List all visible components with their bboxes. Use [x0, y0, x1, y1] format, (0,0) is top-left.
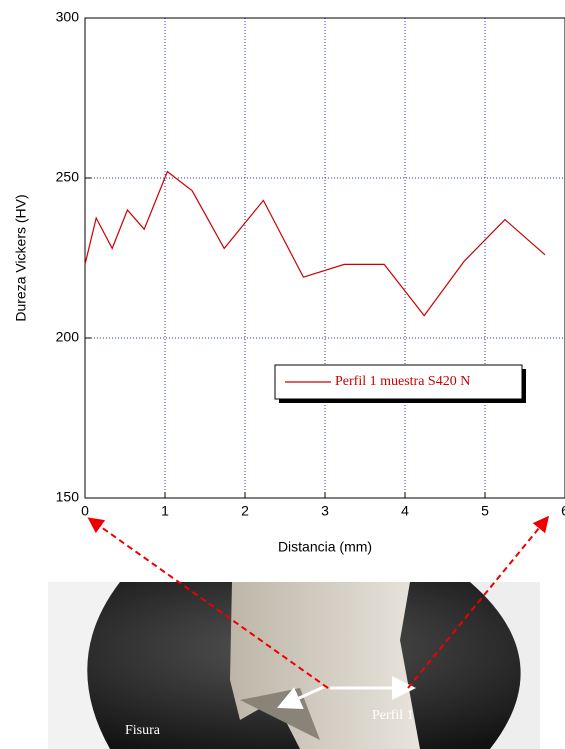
y-tick-label: 150	[56, 489, 80, 505]
data-line	[84, 170, 546, 317]
x-axis-label: Distancia (mm)	[278, 539, 372, 555]
arrow	[407, 515, 550, 689]
photo	[48, 582, 540, 749]
x-tick-label: 1	[161, 503, 169, 519]
y-tick-label: 200	[56, 329, 80, 345]
x-tick-label: 6	[561, 503, 565, 519]
chart: 0 1 2 3 4 5 6 150 200 250 300 Perfil 1 muestra S420…	[56, 9, 565, 519]
legend-label: Perfil 1 muestra S420 N	[335, 374, 470, 389]
x-tick-label: 2	[241, 503, 249, 519]
arrow	[277, 684, 327, 710]
x-tick-label: 4	[401, 503, 409, 519]
x-tick-label: 3	[321, 503, 329, 519]
arrow	[87, 517, 329, 689]
y-axis-label: Dureza Vickers (HV)	[13, 194, 29, 321]
plot-frame	[84, 17, 565, 499]
x-tick-label: 0	[81, 503, 89, 519]
annotation: Fisura	[125, 723, 161, 738]
annotation: Perfil 1	[372, 708, 414, 723]
x-tick-label: 5	[481, 503, 489, 519]
y-tick-label: 250	[56, 169, 80, 185]
y-tick-label: 300	[56, 9, 80, 25]
